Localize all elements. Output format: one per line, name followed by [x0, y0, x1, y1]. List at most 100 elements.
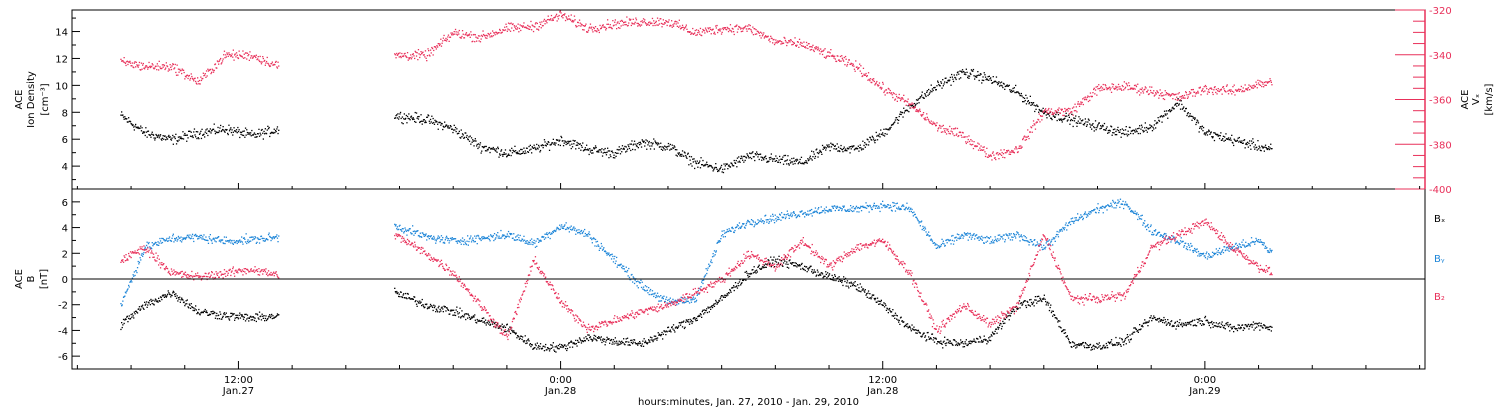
bx-series-point: [265, 319, 268, 322]
bx-series-point: [415, 300, 417, 302]
velocity-series-point: [694, 32, 696, 34]
bx-series-point: [899, 323, 901, 325]
by-series-point: [172, 233, 174, 235]
velocity-series-point: [813, 50, 815, 53]
bx-series-point: [859, 290, 861, 292]
density-series-point: [172, 143, 174, 145]
density-series-point: [193, 131, 195, 133]
velocity-series-point: [254, 55, 256, 57]
bx-series-point: [603, 338, 606, 340]
density-series-point: [1032, 102, 1034, 104]
density-series-point: [1030, 104, 1032, 106]
velocity-series-point: [1266, 82, 1269, 84]
velocity-series-point: [995, 158, 997, 161]
bx-series-point: [789, 259, 791, 261]
density-series-point: [530, 148, 532, 150]
density-series-point: [213, 123, 215, 125]
bx-series-point: [396, 292, 398, 295]
density-series-point: [412, 117, 414, 119]
velocity-series-point: [1144, 86, 1146, 88]
bx-series-point: [138, 306, 141, 308]
velocity-series-point: [1146, 91, 1148, 93]
velocity-series-point: [718, 29, 720, 32]
density-series-point: [1197, 120, 1199, 122]
bx-series-point: [504, 331, 506, 333]
density-series-point: [708, 165, 710, 168]
density-series-point: [928, 93, 930, 95]
velocity-series-point: [855, 60, 857, 62]
density-series-point: [1045, 114, 1047, 116]
density-series-point: [701, 164, 703, 166]
bx-series-point: [1103, 344, 1105, 346]
velocity-series-point: [1221, 93, 1223, 95]
by-series-point: [190, 237, 192, 239]
bx-series-point: [497, 323, 499, 325]
density-series-point: [862, 140, 864, 142]
velocity-series-point: [440, 45, 443, 47]
velocity-series-point: [1061, 108, 1063, 110]
bx-series-point: [990, 339, 992, 342]
density-series-point: [453, 129, 455, 131]
velocity-series-point: [516, 27, 519, 29]
bx-series-point: [743, 279, 745, 281]
density-series-point: [729, 166, 732, 168]
density-series-point: [671, 144, 673, 146]
bx-series-point: [199, 314, 201, 316]
bx-series-point: [647, 342, 649, 344]
density-series-point: [434, 119, 436, 121]
density-series-point: [1098, 122, 1100, 124]
bx-series-point: [149, 304, 151, 306]
bx-series-point: [850, 281, 852, 283]
bx-series-point: [658, 334, 660, 336]
density-series-point: [713, 167, 716, 169]
by-series-point: [199, 234, 201, 237]
density-series-point: [1000, 81, 1003, 83]
velocity-series-point: [792, 43, 794, 46]
bx-series-point: [846, 282, 848, 284]
density-series-point: [435, 121, 437, 123]
bx-series-point: [149, 300, 151, 302]
bx-series-point: [901, 320, 904, 322]
velocity-series-point: [788, 40, 790, 42]
density-series-point: [727, 168, 729, 170]
velocity-series-point: [1081, 101, 1083, 104]
velocity-series-point: [628, 18, 631, 20]
velocity-series-point: [1041, 119, 1043, 121]
velocity-series-point: [1151, 86, 1153, 88]
by-series-point: [126, 289, 128, 291]
velocity-series-point: [1208, 91, 1210, 93]
density-series-point: [522, 151, 524, 153]
bx-series-point: [1011, 310, 1014, 313]
density-series-point: [486, 148, 489, 151]
density-series-point: [248, 132, 250, 134]
bx-series-point: [573, 342, 575, 344]
velocity-series-point: [873, 78, 875, 80]
density-series-point: [426, 116, 428, 118]
velocity-series-point: [516, 28, 518, 30]
density-series-point: [442, 125, 444, 127]
bx-series-point: [1043, 297, 1045, 299]
velocity-series-point: [512, 23, 514, 25]
density-series-point: [237, 130, 240, 133]
density-series-point: [937, 81, 939, 84]
velocity-series-point: [590, 27, 592, 29]
bx-series-point: [685, 319, 687, 321]
density-series-point: [1157, 117, 1159, 119]
density-series-point: [646, 140, 648, 142]
density-series-point: [889, 128, 891, 130]
velocity-series-point: [159, 67, 162, 70]
density-series-point: [1178, 103, 1180, 105]
velocity-series-point: [142, 62, 144, 65]
density-series-point: [924, 94, 927, 96]
density-series-point: [148, 134, 150, 136]
velocity-series-point: [1194, 95, 1196, 97]
density-series-point: [972, 68, 975, 71]
density-series-point: [595, 146, 597, 149]
density-series-point: [466, 134, 468, 137]
velocity-series-point: [815, 46, 817, 48]
density-series-point: [1183, 106, 1185, 108]
bx-series-point: [438, 305, 440, 307]
density-series-point: [721, 171, 723, 173]
bx-series-point: [534, 343, 537, 345]
bx-series-point: [655, 335, 657, 337]
